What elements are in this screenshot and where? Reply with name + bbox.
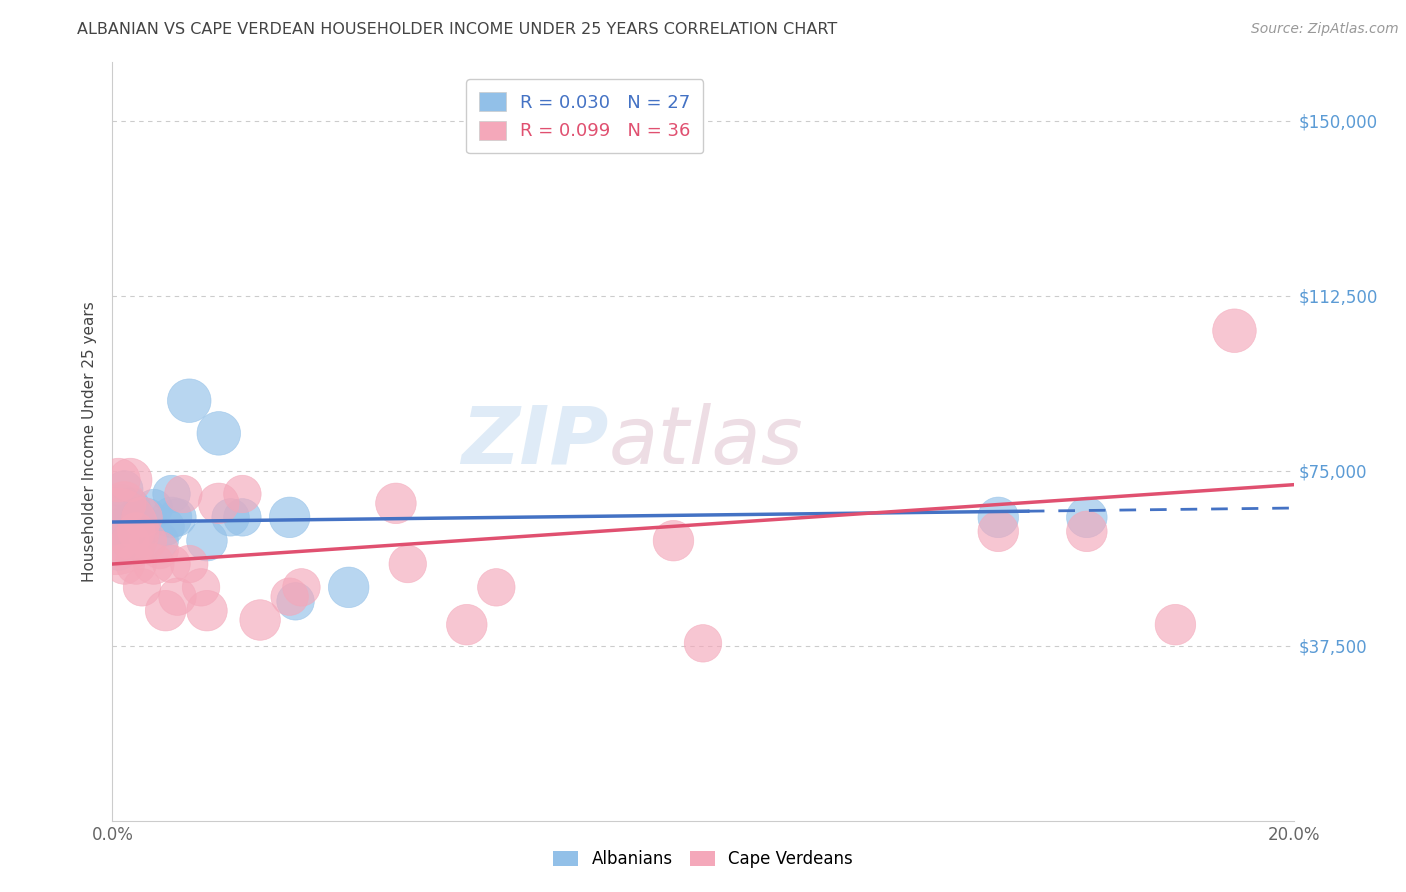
Point	[120, 533, 142, 548]
Point	[456, 617, 478, 632]
Point	[149, 543, 172, 558]
Point	[190, 580, 212, 594]
Point	[195, 533, 218, 548]
Y-axis label: Householder Income Under 25 years: Householder Income Under 25 years	[82, 301, 97, 582]
Point	[125, 557, 148, 571]
Point	[120, 501, 142, 516]
Point	[284, 594, 307, 608]
Point	[166, 590, 188, 604]
Point	[166, 510, 188, 524]
Point	[231, 487, 253, 501]
Text: ALBANIAN VS CAPE VERDEAN HOUSEHOLDER INCOME UNDER 25 YEARS CORRELATION CHART: ALBANIAN VS CAPE VERDEAN HOUSEHOLDER INC…	[77, 22, 838, 37]
Point	[1076, 510, 1098, 524]
Point	[987, 510, 1010, 524]
Point	[112, 496, 135, 510]
Point	[107, 473, 129, 487]
Point	[290, 580, 312, 594]
Point	[160, 510, 183, 524]
Point	[208, 426, 231, 441]
Point	[155, 519, 177, 533]
Point	[160, 487, 183, 501]
Point	[149, 533, 172, 548]
Point	[120, 473, 142, 487]
Point	[136, 510, 159, 524]
Point	[125, 533, 148, 548]
Text: ZIP: ZIP	[461, 402, 609, 481]
Point	[172, 487, 194, 501]
Point	[1164, 617, 1187, 632]
Point	[249, 613, 271, 627]
Point	[155, 604, 177, 618]
Point	[142, 501, 165, 516]
Legend: R = 0.030   N = 27, R = 0.099   N = 36: R = 0.030 N = 27, R = 0.099 N = 36	[467, 79, 703, 153]
Point	[104, 524, 127, 539]
Text: Source: ZipAtlas.com: Source: ZipAtlas.com	[1251, 22, 1399, 37]
Point	[107, 543, 129, 558]
Point	[385, 496, 408, 510]
Point	[142, 557, 165, 571]
Point	[110, 496, 132, 510]
Point	[125, 524, 148, 539]
Legend: Albanians, Cape Verdeans: Albanians, Cape Verdeans	[547, 844, 859, 875]
Point	[131, 510, 153, 524]
Point	[278, 510, 301, 524]
Point	[112, 483, 135, 497]
Point	[179, 393, 201, 408]
Point	[662, 533, 685, 548]
Point	[278, 590, 301, 604]
Point	[179, 557, 201, 571]
Text: atlas: atlas	[609, 402, 803, 481]
Point	[1076, 524, 1098, 539]
Point	[231, 510, 253, 524]
Point	[396, 557, 419, 571]
Point	[105, 519, 128, 533]
Point	[131, 580, 153, 594]
Point	[131, 519, 153, 533]
Point	[136, 533, 159, 548]
Point	[485, 580, 508, 594]
Point	[160, 557, 183, 571]
Point	[195, 604, 218, 618]
Point	[112, 519, 135, 533]
Point	[337, 580, 360, 594]
Point	[692, 636, 714, 650]
Point	[125, 510, 148, 524]
Point	[219, 510, 242, 524]
Point	[107, 533, 129, 548]
Point	[987, 524, 1010, 539]
Point	[1223, 324, 1246, 338]
Point	[112, 557, 135, 571]
Point	[120, 533, 142, 548]
Point	[208, 496, 231, 510]
